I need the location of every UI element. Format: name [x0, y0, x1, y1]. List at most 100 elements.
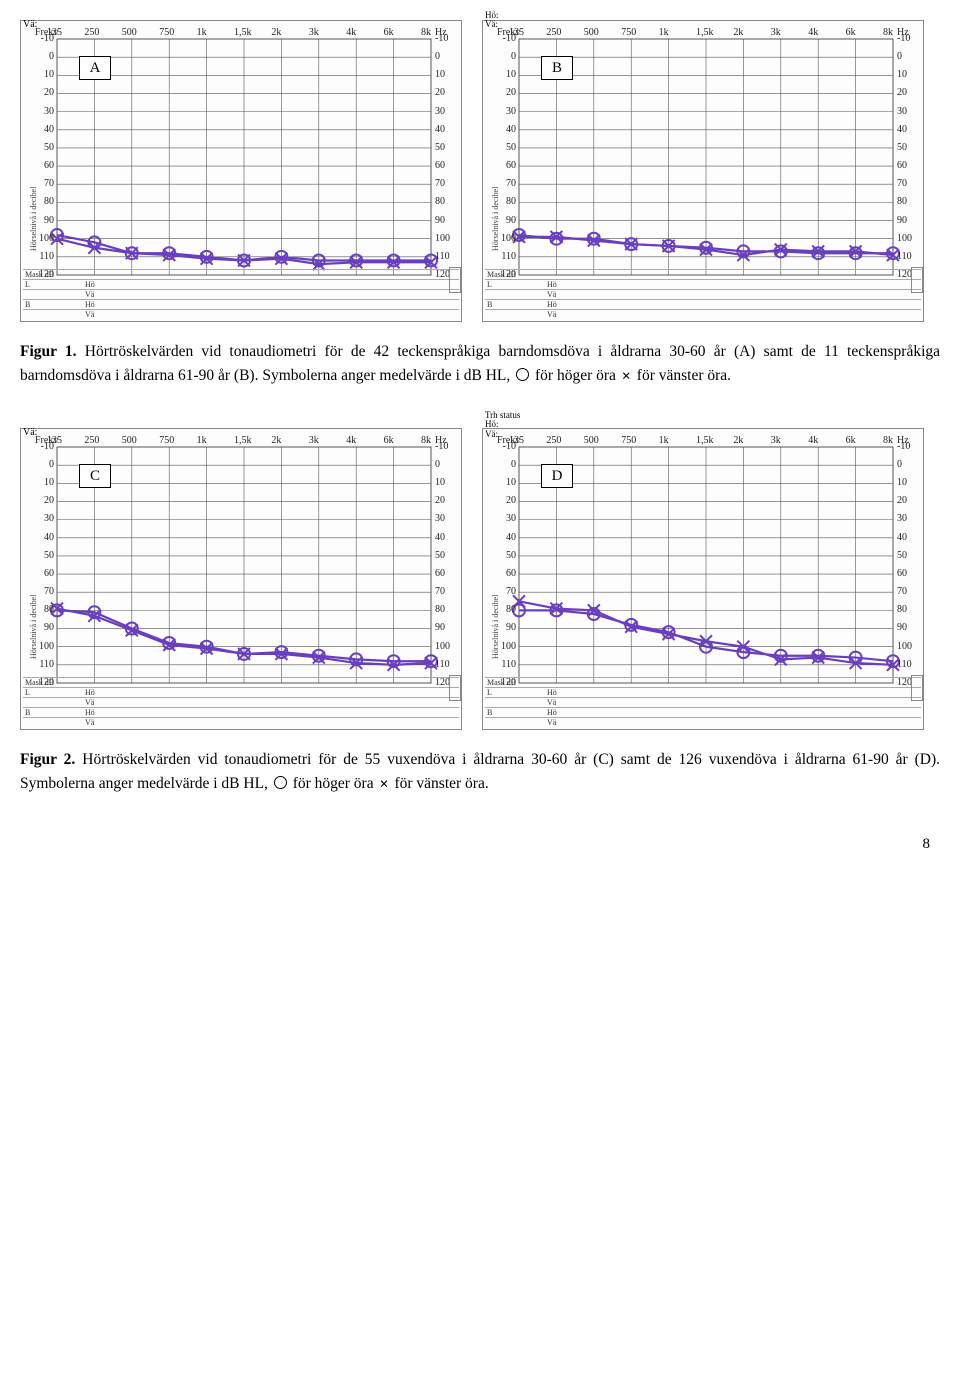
- x-tick: 3k: [771, 27, 781, 38]
- row-ab: Vä:FrekvHz-10-10001010202030304040505060…: [20, 20, 940, 322]
- x-tick: 8k: [883, 435, 893, 446]
- x-tick: 250: [84, 27, 99, 38]
- y-tick-right: 100: [435, 233, 450, 244]
- y-tick-right: 10: [435, 69, 445, 80]
- x-tick: 1,5k: [696, 27, 714, 38]
- y-tick-left: 80: [506, 604, 516, 615]
- y-tick-right: 90: [435, 215, 445, 226]
- y-tick-left: 20: [44, 87, 54, 98]
- y-tick-right: 90: [897, 215, 907, 226]
- y-tick-right: 30: [435, 513, 445, 524]
- y-tick-right: 30: [897, 513, 907, 524]
- y-tick-left: 100: [501, 641, 516, 652]
- x-tick: 1k: [197, 435, 207, 446]
- y-tick-left: 60: [506, 160, 516, 171]
- caption-figure-1: Figur 1. Hörtröskelvärden vid tonaudiome…: [20, 340, 940, 390]
- y-tick-left: 100: [39, 641, 54, 652]
- x-tick: 750: [621, 435, 636, 446]
- y-tick-left: 50: [44, 550, 54, 561]
- y-tick-left: 100: [39, 233, 54, 244]
- x-tick: 6k: [384, 435, 394, 446]
- x-tick: 6k: [846, 27, 856, 38]
- x-tick: 2k: [271, 27, 281, 38]
- y-tick-right: 50: [897, 142, 907, 153]
- y-tick-left: 40: [44, 532, 54, 543]
- y-tick-right: 110: [435, 659, 450, 670]
- caption-2-label: Figur 2.: [20, 751, 75, 768]
- y-tick-left: 10: [44, 477, 54, 488]
- y-tick-right: 10: [897, 69, 907, 80]
- x-tick: 500: [584, 27, 599, 38]
- insticktel-box: [911, 267, 923, 293]
- y-tick-right: 20: [897, 495, 907, 506]
- y-axis-label: Hörselnivå i decibel: [29, 187, 38, 251]
- y-tick-left: 110: [39, 251, 54, 262]
- y-tick-right: 90: [897, 622, 907, 633]
- y-tick-left: 80: [506, 196, 516, 207]
- x-tick: 500: [122, 27, 137, 38]
- y-tick-left: 0: [49, 459, 54, 470]
- y-tick-right: -10: [435, 33, 448, 44]
- y-tick-left: 60: [44, 160, 54, 171]
- y-tick-left: 10: [506, 69, 516, 80]
- y-tick-left: 80: [44, 196, 54, 207]
- y-tick-right: -10: [435, 441, 448, 452]
- x-tick: 125: [47, 435, 62, 446]
- y-tick-left: 80: [44, 604, 54, 615]
- y-tick-right: 20: [435, 495, 445, 506]
- y-tick-right: 100: [897, 641, 912, 652]
- y-tick-left: 70: [44, 586, 54, 597]
- y-tick-left: 90: [506, 215, 516, 226]
- y-tick-left: 50: [506, 142, 516, 153]
- caption-1-text-a: Hörtröskelvärden vid tonaudiometri för d…: [20, 343, 940, 384]
- x-tick: 750: [621, 27, 636, 38]
- y-tick-right: 110: [897, 659, 912, 670]
- y-tick-left: 0: [511, 51, 516, 62]
- y-tick-right: -10: [897, 441, 910, 452]
- mask-db-rows: Mask dBLHöVäBHöVä: [23, 677, 459, 727]
- panel-letter: A: [79, 56, 111, 80]
- y-tick-right: 10: [897, 477, 907, 488]
- x-tick: 6k: [846, 435, 856, 446]
- audiogram-a: Vä:FrekvHz-10-10001010202030304040505060…: [20, 20, 462, 322]
- y-tick-right: 70: [897, 586, 907, 597]
- y-tick-left: 30: [44, 106, 54, 117]
- x-tick: 250: [546, 435, 561, 446]
- y-axis-label: Hörselnivå i decibel: [491, 594, 500, 658]
- panel-letter: D: [541, 464, 573, 488]
- y-tick-right: 70: [435, 586, 445, 597]
- y-tick-right: 90: [435, 622, 445, 633]
- y-tick-right: 60: [435, 160, 445, 171]
- y-tick-left: 0: [49, 51, 54, 62]
- y-tick-left: 90: [44, 215, 54, 226]
- y-tick-right: 0: [897, 459, 902, 470]
- x-tick: 8k: [883, 27, 893, 38]
- y-tick-left: 30: [506, 513, 516, 524]
- panel-letter: B: [541, 56, 573, 80]
- y-tick-left: 30: [506, 106, 516, 117]
- y-tick-left: 10: [44, 69, 54, 80]
- y-tick-left: 30: [44, 513, 54, 524]
- panel-letter: C: [79, 464, 111, 488]
- x-tick: 2k: [733, 27, 743, 38]
- y-tick-right: 40: [435, 124, 445, 135]
- y-tick-right: 30: [897, 106, 907, 117]
- caption-2-text-c: för vänster öra.: [394, 775, 488, 792]
- y-tick-right: 40: [897, 124, 907, 135]
- y-tick-right: 20: [897, 87, 907, 98]
- caption-2-text-b: för höger öra: [293, 775, 374, 792]
- y-tick-right: 60: [435, 568, 445, 579]
- caption-1-text-b: för höger öra: [535, 367, 616, 384]
- y-tick-right: 50: [435, 142, 445, 153]
- y-tick-left: 60: [44, 568, 54, 579]
- y-axis-label: Hörselnivå i decibel: [491, 187, 500, 251]
- audiogram-d: Trh statusHö:Vä:FrekvHz-10-1000101020203…: [482, 428, 924, 730]
- y-tick-left: 50: [506, 550, 516, 561]
- x-tick: 1k: [197, 27, 207, 38]
- y-tick-right: 10: [435, 477, 445, 488]
- x-tick: 1,5k: [234, 27, 252, 38]
- circle-icon: [274, 776, 287, 789]
- x-tick: 3k: [771, 435, 781, 446]
- page-number: 8: [20, 836, 940, 853]
- y-tick-right: 50: [435, 550, 445, 561]
